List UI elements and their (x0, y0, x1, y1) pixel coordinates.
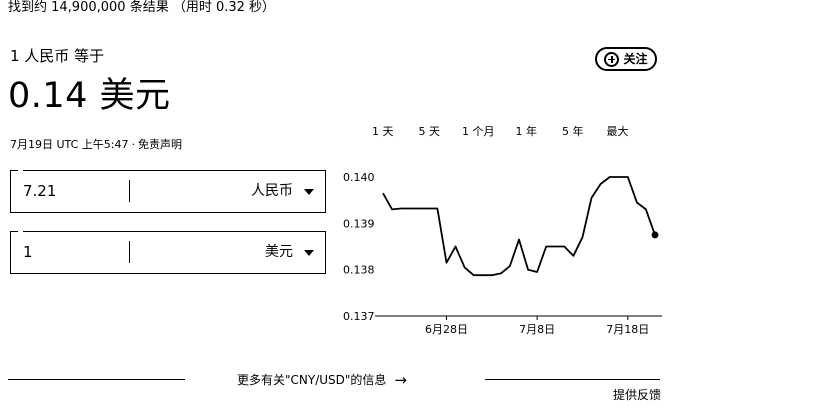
tab-1-day[interactable]: 1 天 (372, 125, 394, 138)
box-divider (129, 180, 130, 202)
exchange-rate-chart[interactable]: 0.140 0.139 0.138 0.137 6月28日 7月8日 7月18日 (330, 160, 670, 345)
divider-line-left (8, 379, 185, 380)
divider-line-right (485, 379, 660, 380)
x-tick-label: 7月18日 (606, 323, 649, 336)
tab-1-year[interactable]: 1 年 (515, 125, 538, 138)
more-info-bar: 更多有关"CNY/USD"的信息 → (0, 370, 819, 390)
arrow-right-icon: → (394, 370, 407, 389)
timestamp-separator: · (131, 138, 136, 151)
follow-button-label: 关注 (623, 52, 648, 66)
tab-5-days[interactable]: 5 天 (418, 125, 441, 138)
dropdown-arrow-icon[interactable] (304, 189, 314, 195)
tab-max[interactable]: 最大 (606, 125, 629, 138)
disclaimer-link[interactable]: 免责声明 (138, 138, 182, 151)
rate-series-line (382, 176, 656, 277)
from-currency-select[interactable]: 人民币 (251, 183, 293, 199)
tab-5-years[interactable]: 5 年 (562, 125, 584, 138)
y-tick-label: 0.138 (343, 264, 375, 277)
dropdown-arrow-icon[interactable] (304, 250, 314, 256)
timestamp-text: 7月19日 UTC 上午5:47 (10, 138, 129, 151)
box-border-left (10, 170, 18, 171)
box-border-right (23, 231, 326, 232)
box-border-right (23, 170, 326, 171)
feedback-link[interactable]: 提供反馈 (613, 388, 662, 402)
follow-button[interactable]: 关注 (595, 47, 657, 71)
more-info-link[interactable]: 更多有关"CNY/USD"的信息 → (237, 371, 407, 388)
from-amount-input[interactable]: 7.21 (23, 182, 57, 200)
x-tick-label: 7月8日 (519, 323, 555, 336)
add-circle-icon (604, 51, 620, 67)
result-stats: 找到约 14,900,000 条结果 （用时 0.32 秒） (8, 0, 276, 15)
time-range-tabs: 1 天 5 天 1 个月 1 年 5 年 最大 (362, 123, 629, 139)
to-amount-input[interactable]: 1 (23, 243, 33, 261)
conversion-from-label: 1 人民币 等于 (10, 47, 105, 65)
more-info-label: 更多有关"CNY/USD"的信息 (237, 373, 387, 387)
to-currency-box: 1 美元 (10, 231, 326, 274)
conversion-result: 0.14 美元 (8, 76, 171, 116)
tab-1-month[interactable]: 1 个月 (462, 125, 495, 138)
box-border-left (10, 231, 18, 232)
to-currency-select[interactable]: 美元 (265, 244, 293, 260)
update-timestamp: 7月19日 UTC 上午5:47 · 免责声明 (10, 136, 182, 152)
x-tick-label: 6月28日 (425, 323, 468, 336)
from-currency-box: 7.21 人民币 (10, 170, 326, 213)
y-tick-label: 0.139 (343, 217, 375, 230)
y-tick-label: 0.137 (343, 310, 375, 323)
y-tick-label: 0.140 (343, 171, 375, 184)
box-divider (129, 241, 130, 263)
last-point-marker (651, 231, 659, 239)
